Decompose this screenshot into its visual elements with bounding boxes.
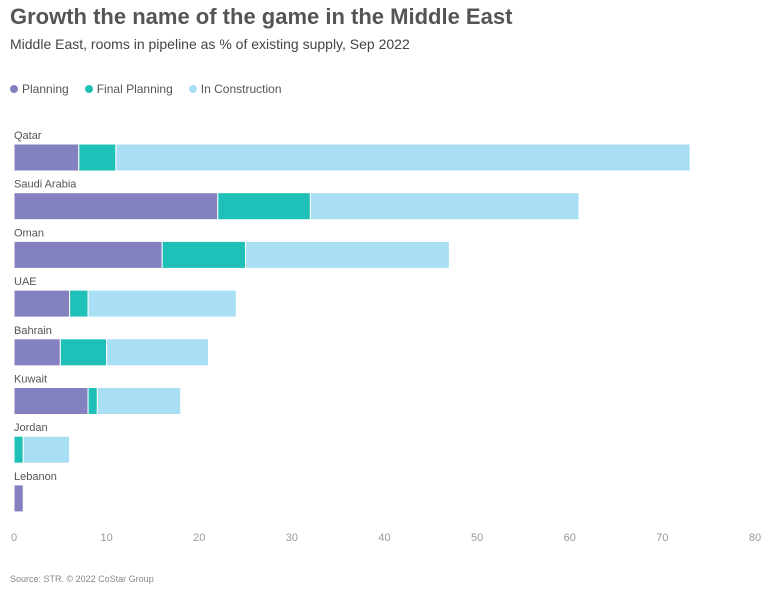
legend-swatch-final-planning: [84, 85, 93, 93]
category-label-bahrain: Bahrain: [14, 325, 52, 337]
legend-label-in-construction: In Construction: [200, 82, 282, 96]
x-tick-label-10: 10: [101, 532, 113, 544]
x-tick-label-80: 80: [749, 532, 761, 544]
category-label-jordan: Jordan: [14, 422, 48, 434]
bar-oman-planning[interactable]: [13, 240, 163, 269]
category-label-qatar: Qatar: [14, 130, 42, 142]
legend-item-planning[interactable]: Planning: [10, 82, 69, 96]
category-label-saudi-arabia: Saudi Arabia: [14, 179, 77, 191]
bar-bahrain-final-planning[interactable]: [59, 338, 108, 367]
bar-saudi-arabia-in-construction[interactable]: [309, 192, 580, 221]
bar-uae-final-planning[interactable]: [69, 289, 89, 318]
chart-subtitle: Middle East, rooms in pipeline as % of e…: [10, 36, 410, 52]
x-tick-label-20: 20: [193, 532, 205, 544]
category-label-lebanon: Lebanon: [14, 471, 57, 483]
category-label-uae: UAE: [14, 276, 37, 288]
category-label-kuwait: Kuwait: [14, 374, 47, 386]
bar-jordan-in-construction[interactable]: [22, 435, 71, 464]
bar-qatar-planning[interactable]: [13, 143, 80, 172]
bar-saudi-arabia-planning[interactable]: [13, 192, 219, 221]
bar-saudi-arabia-final-planning[interactable]: [217, 192, 311, 221]
category-label-oman: Oman: [14, 227, 44, 239]
x-tick-label-60: 60: [564, 532, 576, 544]
x-tick-label-50: 50: [471, 532, 483, 544]
bar-oman-final-planning[interactable]: [161, 240, 247, 269]
source-note: Source: STR. © 2022 CoStar Group: [10, 574, 154, 584]
legend: Planning Final Planning In Construction: [10, 82, 282, 96]
bar-uae-planning[interactable]: [13, 289, 71, 318]
x-tick-label-30: 30: [286, 532, 298, 544]
bar-bahrain-planning[interactable]: [13, 338, 61, 367]
legend-item-final-planning[interactable]: Final Planning: [84, 82, 173, 96]
x-tick-label-0: 0: [11, 532, 17, 544]
bar-oman-in-construction[interactable]: [245, 240, 450, 269]
bar-kuwait-planning[interactable]: [13, 387, 89, 415]
legend-label-final-planning: Final Planning: [96, 82, 173, 96]
bar-qatar-in-construction[interactable]: [115, 143, 691, 172]
bar-kuwait-final-planning[interactable]: [87, 387, 98, 415]
x-tick-label-70: 70: [656, 532, 668, 544]
bar-uae-in-construction[interactable]: [87, 289, 237, 318]
legend-swatch-in-construction: [188, 85, 197, 93]
bar-bahrain-in-construction[interactable]: [106, 338, 210, 367]
legend-item-in-construction[interactable]: In Construction: [188, 82, 282, 96]
legend-swatch-planning: [10, 85, 18, 93]
bar-qatar-final-planning[interactable]: [78, 143, 117, 172]
bar-kuwait-in-construction[interactable]: [96, 387, 182, 415]
bar-lebanon-planning[interactable]: [13, 484, 24, 513]
bar-jordan-final-planning[interactable]: [13, 435, 24, 464]
legend-label-planning: Planning: [22, 82, 69, 96]
x-tick-label-40: 40: [378, 532, 390, 544]
chart-title: Growth the name of the game in the Middl…: [10, 4, 513, 29]
